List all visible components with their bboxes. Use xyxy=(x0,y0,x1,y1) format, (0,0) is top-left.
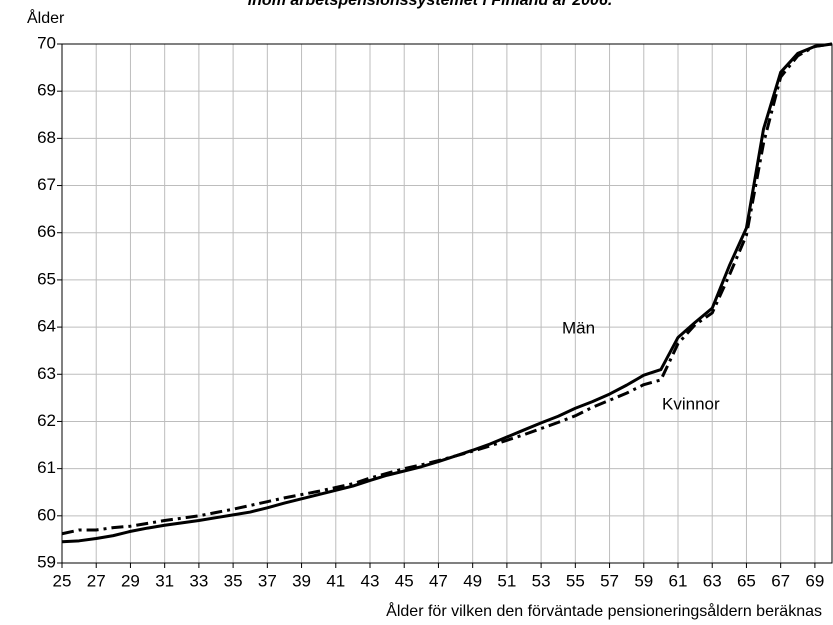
y-tick-label: 67 xyxy=(37,175,56,194)
x-tick-label: 51 xyxy=(497,571,516,590)
x-tick-label: 33 xyxy=(189,571,208,590)
x-tick-label: 45 xyxy=(395,571,414,590)
x-tick-label: 59 xyxy=(634,571,653,590)
y-tick-label: 64 xyxy=(37,317,56,336)
x-tick-label: 37 xyxy=(258,571,277,590)
x-tick-label: 63 xyxy=(703,571,722,590)
plot-frame xyxy=(61,43,833,564)
x-tick-label: 39 xyxy=(292,571,311,590)
series-label: Män xyxy=(562,318,595,337)
x-tick-label: 49 xyxy=(463,571,482,590)
y-axis-label: Ålder xyxy=(27,8,65,27)
y-tick-label: 62 xyxy=(37,411,56,430)
x-tick-label: 57 xyxy=(600,571,619,590)
x-tick-label: 31 xyxy=(155,571,174,590)
y-tick-label: 65 xyxy=(37,269,56,288)
y-tick-label: 59 xyxy=(37,552,56,571)
x-axis-label: Ålder för vilken den förväntade pensione… xyxy=(386,601,822,620)
x-tick-label: 53 xyxy=(532,571,551,590)
x-tick-label: 65 xyxy=(737,571,756,590)
x-tick-label: 41 xyxy=(326,571,345,590)
x-tick-label: 55 xyxy=(566,571,585,590)
y-tick-label: 63 xyxy=(37,364,56,383)
y-tick-label: 69 xyxy=(37,81,56,100)
y-tick-label: 70 xyxy=(37,33,56,52)
y-tick-label: 66 xyxy=(37,222,56,241)
y-tick-label: 60 xyxy=(37,505,56,524)
x-tick-label: 69 xyxy=(805,571,824,590)
chart-title: inom arbetspensionssystemet i Finland år… xyxy=(248,0,613,9)
y-tick-label: 68 xyxy=(37,128,56,147)
x-tick-label: 47 xyxy=(429,571,448,590)
x-tick-label: 67 xyxy=(771,571,790,590)
x-tick-label: 35 xyxy=(224,571,243,590)
x-tick-label: 29 xyxy=(121,571,140,590)
x-tick-label: 43 xyxy=(361,571,380,590)
x-tick-label: 61 xyxy=(669,571,688,590)
line-series xyxy=(61,42,833,536)
y-tick-label: 61 xyxy=(37,458,56,477)
x-tick-label: 25 xyxy=(53,571,72,590)
series-label: Kvinnor xyxy=(662,394,720,413)
x-tick-label: 27 xyxy=(87,571,106,590)
